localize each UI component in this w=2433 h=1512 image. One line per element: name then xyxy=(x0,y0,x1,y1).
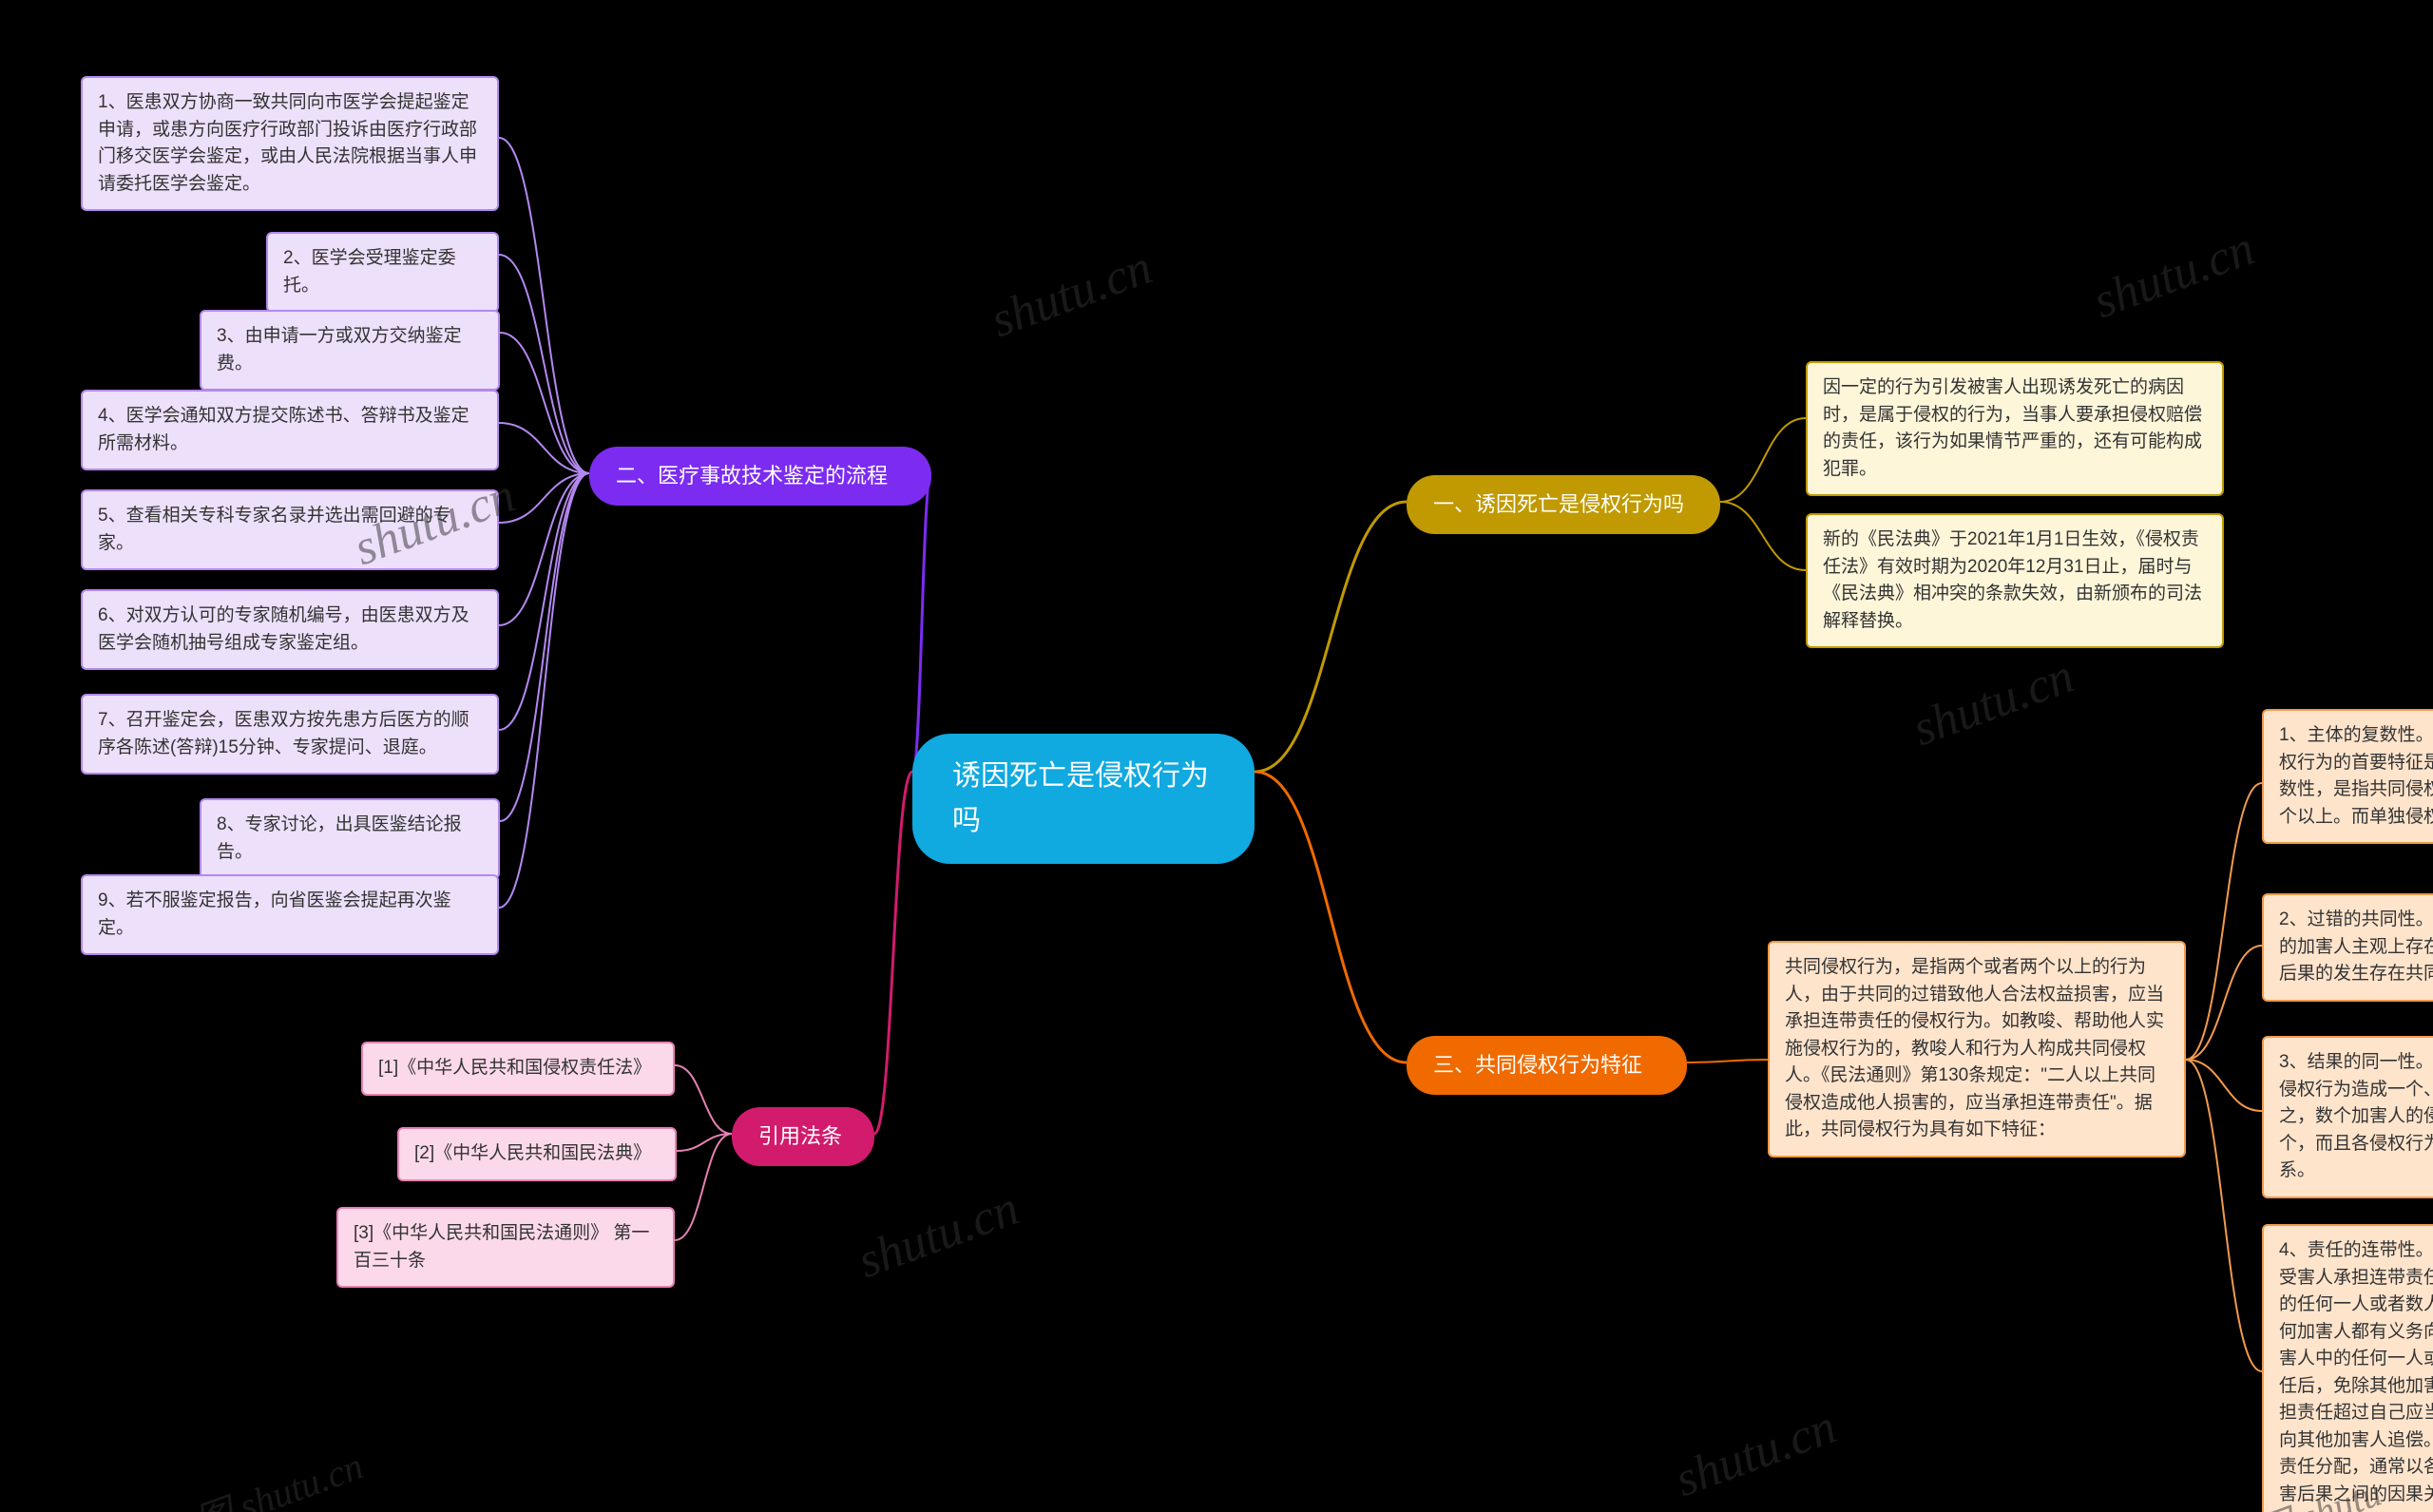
leaf-b2-8: 9、若不服鉴定报告，向省医鉴会提起再次鉴定。 xyxy=(81,874,499,955)
branch-b1: 一、诱因死亡是侵权行为吗 xyxy=(1407,475,1720,534)
leaf-b2-1: 2、医学会受理鉴定委托。 xyxy=(266,232,499,313)
leaf-b1-1: 新的《民法典》于2021年1月1日生效，《侵权责任法》有效时期为2020年12月… xyxy=(1806,513,2224,648)
branch-b3: 三、共同侵权行为特征 xyxy=(1407,1036,1687,1095)
leaf-b2-3: 4、医学会通知双方提交陈述书、答辩书及鉴定所需材料。 xyxy=(81,390,499,470)
branch-b4: 引用法条 xyxy=(732,1107,874,1166)
leaf-b4-1: [2]《中华人民共和国民法典》 xyxy=(397,1127,677,1181)
watermark: 图 shutu.cn xyxy=(186,1435,370,1512)
leaf-b2-2: 3、由申请一方或双方交纳鉴定费。 xyxy=(200,310,500,391)
leaf-b4-2: [3]《中华人民共和国民法通则》 第一百三十条 xyxy=(336,1207,675,1288)
leaf-b3-0: 1、主体的复数性。共同侵权行为区别于单独侵权行为的首要特征是其主体构成上的复数性… xyxy=(2262,709,2433,844)
leaf-b2-7: 8、专家讨论，出具医鉴结论报告。 xyxy=(200,798,500,879)
watermark: shutu.cn xyxy=(1668,1399,1843,1508)
center-node: 诱因死亡是侵权行为吗 xyxy=(912,734,1255,864)
leaf-b2-0: 1、医患双方协商一致共同向市医学会提起鉴定申请，或患方向医疗行政部门投诉由医疗行… xyxy=(81,76,499,211)
watermark: shutu.cn xyxy=(984,239,1159,349)
watermark: shutu.cn xyxy=(1906,648,2080,757)
watermark: shutu.cn xyxy=(2086,220,2261,330)
leaf-b1-0: 因一定的行为引发被害人出现诱发死亡的病因时，是属于侵权的行为，当事人要承担侵权赔… xyxy=(1806,361,2224,496)
leaf-b3-1: 2、过错的共同性。共同性，是指特殊侵权行为的加害人主观上存在共同过错，即加害人对… xyxy=(2262,893,2433,1002)
leaf-b2-4: 5、查看相关专科专家名录并选出需回避的专家。 xyxy=(81,489,499,570)
leaf-b4-0: [1]《中华人民共和国侵权责任法》 xyxy=(361,1042,675,1096)
mid-b3: 共同侵权行为，是指两个或者两个以上的行为人，由于共同的过错致他人合法权益损害，应… xyxy=(1768,941,2186,1158)
branch-b2: 二、医疗事故技术鉴定的流程 xyxy=(589,447,931,506)
leaf-b2-5: 6、对双方认可的专家随机编号，由医患双方及医学会随机抽号组成专家鉴定组。 xyxy=(81,589,499,670)
watermark: shutu.cn xyxy=(851,1180,1025,1290)
leaf-b2-6: 7、召开鉴定会，医患双方按先患方后医方的顺序各陈述(答辩)15分钟、专家提问、退… xyxy=(81,694,499,775)
leaf-b3-2: 3、结果的同一性。同一性，是指数个加害人的侵权行为造成一个、不可分割的损害后果。… xyxy=(2262,1036,2433,1198)
leaf-b3-3: 4、责任的连带性。连带性，是指共同侵权人对受害人承担连带责任。受害人有权请求加害… xyxy=(2262,1224,2433,1512)
